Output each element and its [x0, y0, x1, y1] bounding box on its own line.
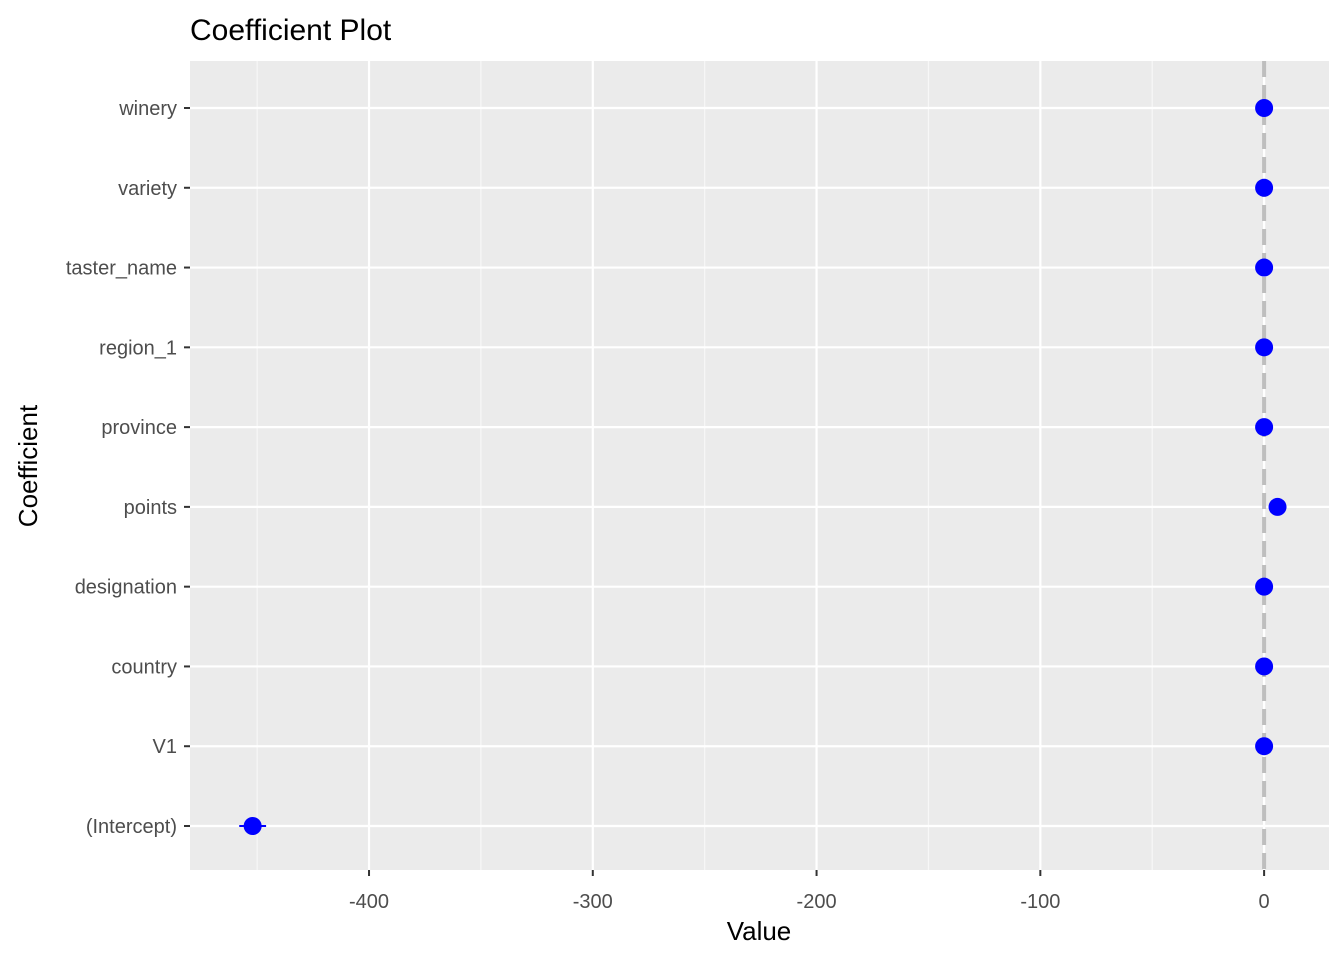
- y-axis: winery variety taster_name region_1 province…: [66, 98, 190, 838]
- y-tick-label-country: country: [111, 656, 177, 678]
- y-tick-label-taster_name: taster_name: [66, 258, 177, 280]
- x-axis-title: Value: [727, 916, 792, 946]
- point-taster_name: [1255, 258, 1274, 277]
- x-tick-label: -200: [797, 891, 837, 913]
- y-tick-label-variety: variety: [118, 178, 177, 200]
- point-designation: [1255, 577, 1274, 596]
- y-axis-title: Coefficient: [13, 404, 43, 527]
- point-region_1: [1255, 338, 1274, 357]
- x-tick-label: -300: [573, 891, 613, 913]
- y-tick-label-(Intercept): (Intercept): [86, 816, 177, 838]
- chart-title: Coefficient Plot: [190, 14, 392, 47]
- x-tick-label: -100: [1020, 891, 1060, 913]
- point-country: [1255, 657, 1274, 676]
- point-points: [1268, 497, 1287, 516]
- point-province: [1255, 418, 1274, 437]
- x-tick-label: -400: [349, 891, 389, 913]
- y-tick-label-V1: V1: [153, 736, 177, 758]
- plot-panel: [190, 61, 1329, 870]
- point-(Intercept): [243, 817, 262, 835]
- y-tick-label-points: points: [124, 497, 177, 519]
- y-tick-label-designation: designation: [75, 577, 177, 599]
- x-axis: -400 -300 -200 -100 0: [349, 870, 1270, 913]
- y-tick-label-winery: winery: [118, 98, 177, 120]
- point-V1: [1255, 737, 1274, 756]
- x-tick-label: 0: [1259, 891, 1270, 913]
- coefficient-points: [239, 99, 1287, 835]
- y-tick-label-province: province: [101, 417, 177, 439]
- major-grid: [190, 61, 1329, 870]
- y-tick-label-region_1: region_1: [99, 337, 177, 359]
- point-winery: [1255, 99, 1274, 117]
- minor-grid: [256, 61, 1153, 870]
- point-variety: [1255, 178, 1274, 197]
